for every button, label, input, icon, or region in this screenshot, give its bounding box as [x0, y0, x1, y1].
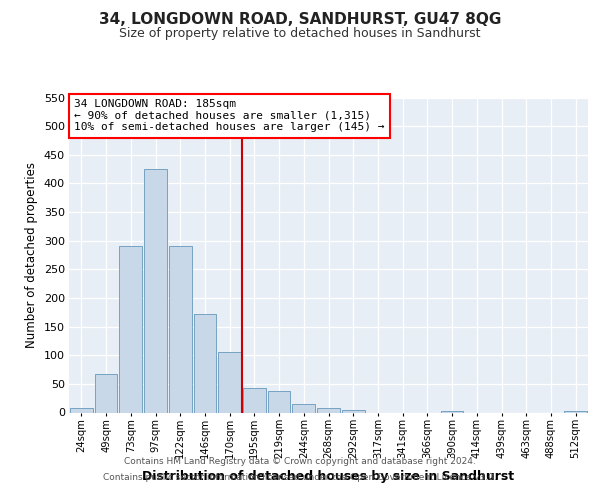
Bar: [95, 374, 118, 412]
Text: Contains HM Land Registry data © Crown copyright and database right 2024.: Contains HM Land Registry data © Crown c…: [124, 458, 476, 466]
Bar: [292, 404, 315, 412]
Text: Size of property relative to detached houses in Sandhurst: Size of property relative to detached ho…: [119, 28, 481, 40]
Bar: [194, 314, 216, 412]
Bar: [268, 390, 290, 412]
Text: 34, LONGDOWN ROAD, SANDHURST, GU47 8QG: 34, LONGDOWN ROAD, SANDHURST, GU47 8QG: [99, 12, 501, 28]
Bar: [218, 352, 241, 412]
Bar: [317, 408, 340, 412]
Bar: [243, 388, 266, 412]
Text: 34 LONGDOWN ROAD: 185sqm
← 90% of detached houses are smaller (1,315)
10% of sem: 34 LONGDOWN ROAD: 185sqm ← 90% of detach…: [74, 99, 385, 132]
Bar: [169, 246, 191, 412]
Text: Contains public sector information licensed under the Open Government Licence v3: Contains public sector information licen…: [103, 472, 497, 482]
Bar: [144, 169, 167, 412]
Bar: [342, 410, 365, 412]
X-axis label: Distribution of detached houses by size in Sandhurst: Distribution of detached houses by size …: [142, 470, 515, 482]
Bar: [119, 246, 142, 412]
Bar: [70, 408, 93, 412]
Bar: [441, 411, 463, 412]
Y-axis label: Number of detached properties: Number of detached properties: [25, 162, 38, 348]
Bar: [564, 411, 587, 412]
